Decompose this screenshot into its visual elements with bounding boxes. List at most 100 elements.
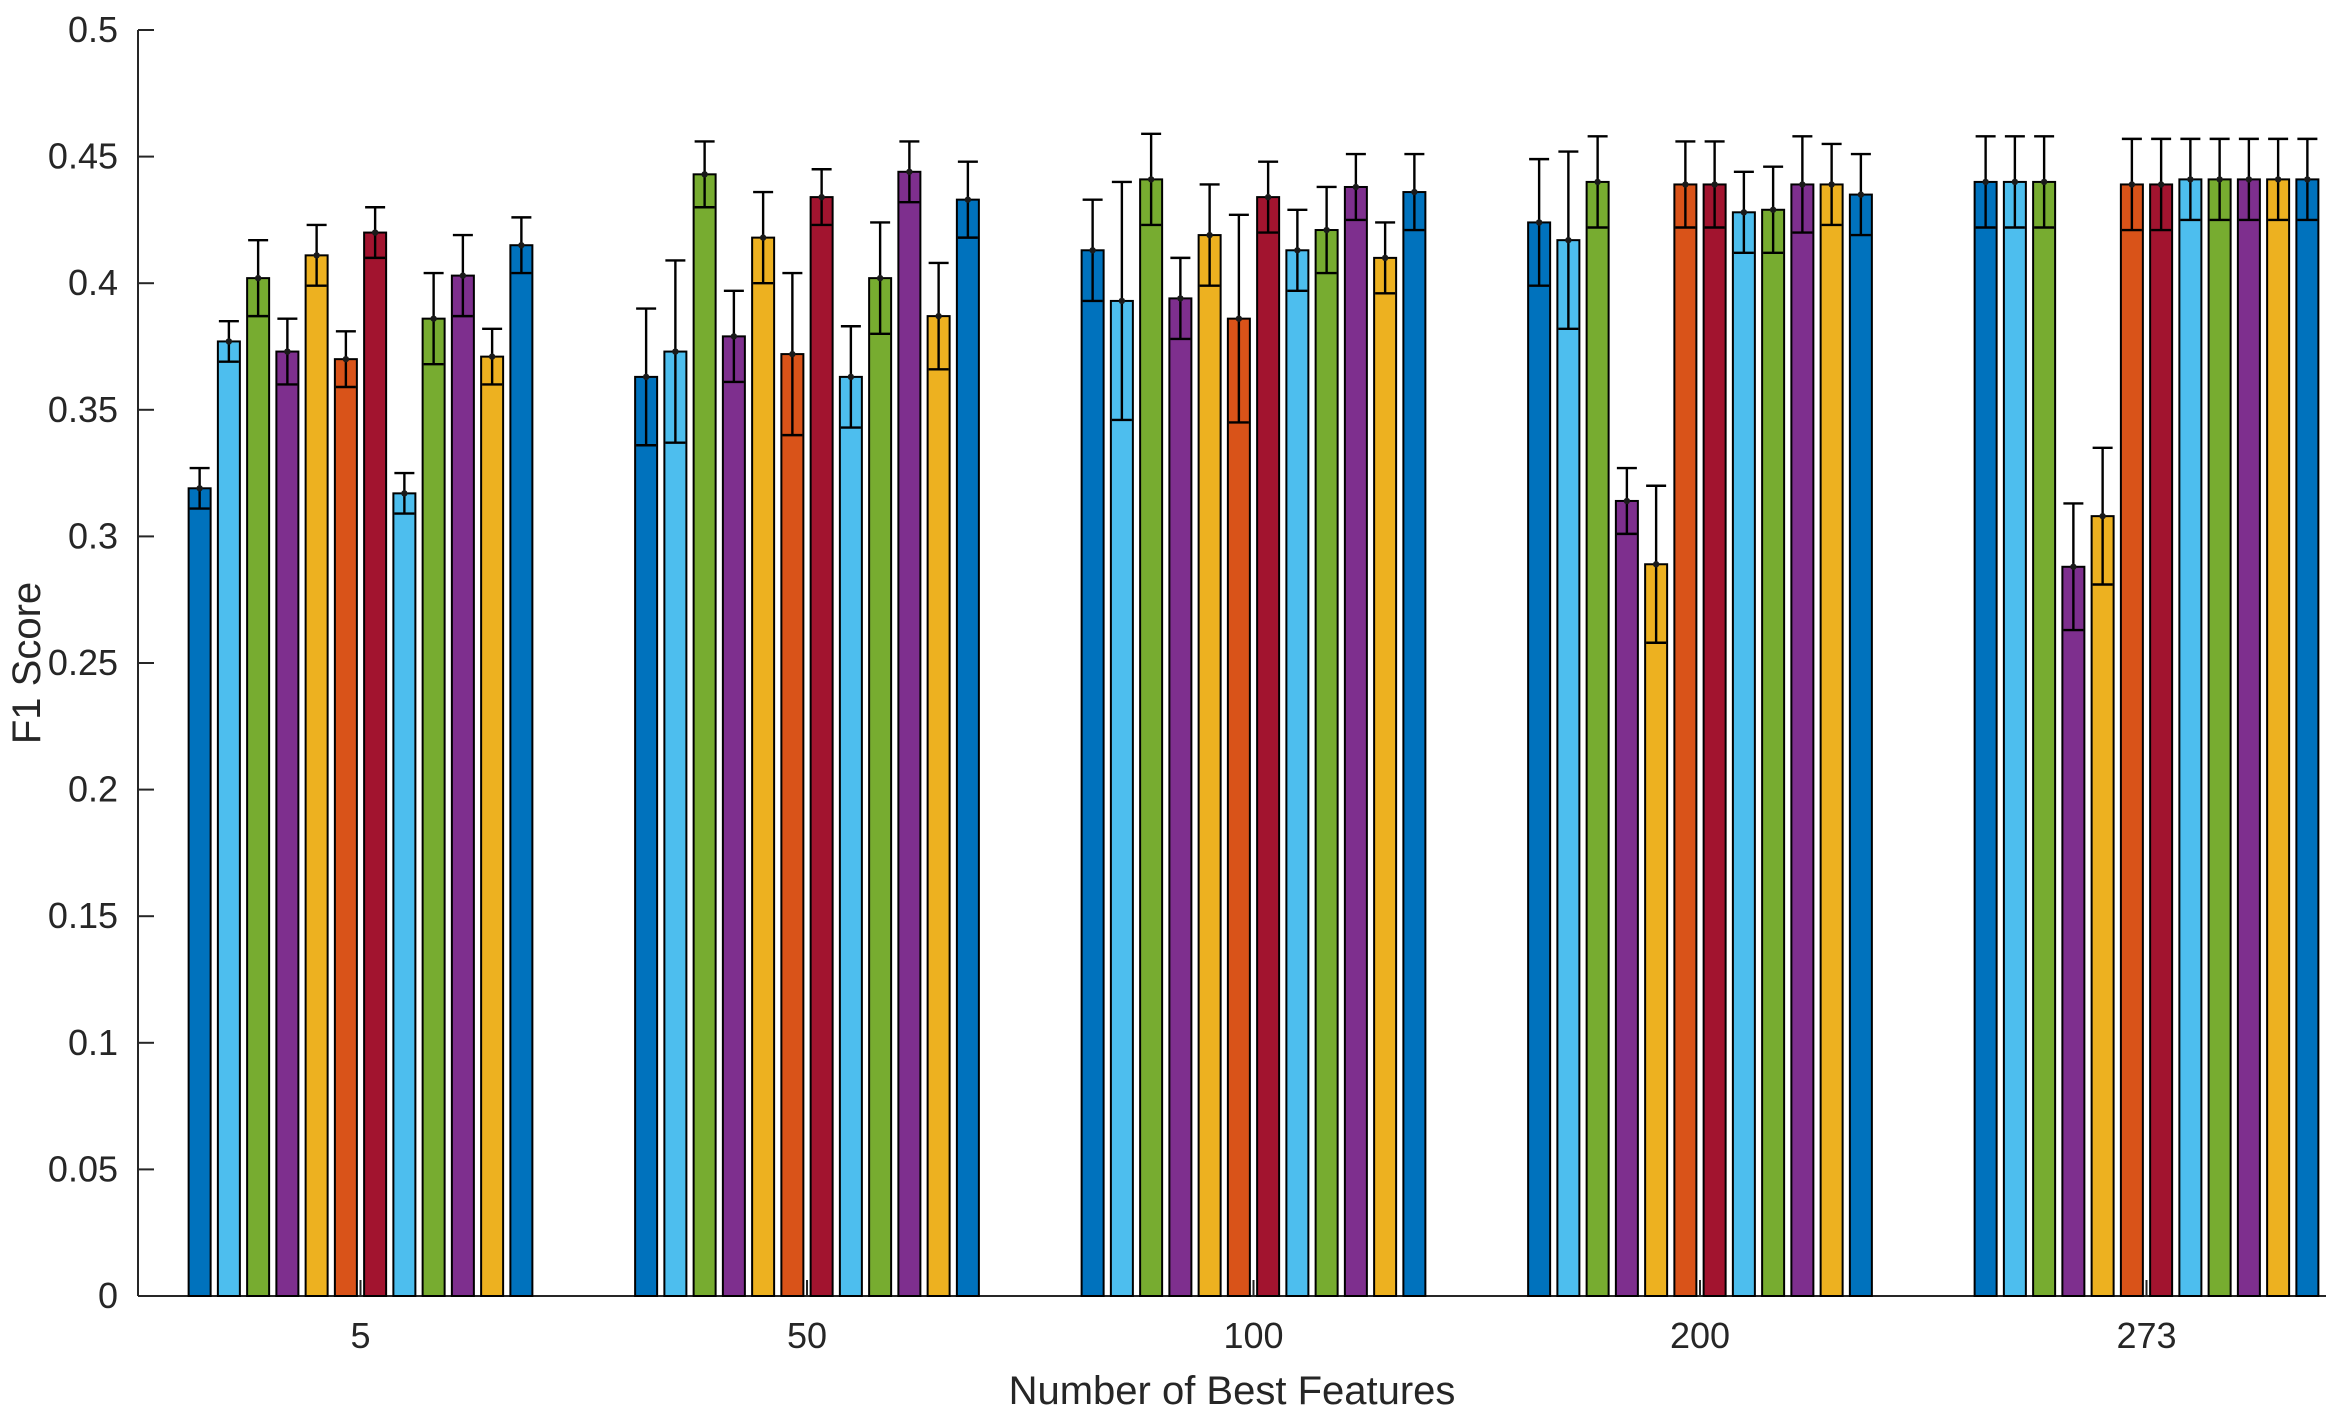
mean-marker [1711,181,1718,188]
bar [838,375,863,1298]
mean-marker [225,338,233,345]
bar [1256,196,1281,1297]
mean-marker [2128,181,2136,188]
error-bar [1675,140,1696,229]
bar [897,170,922,1298]
bar [216,340,241,1298]
error-bar [2092,446,2113,586]
bar [421,317,446,1297]
mean-marker [1565,236,1572,244]
error-bar [957,160,978,239]
bar-groups [187,132,2320,1298]
error-bar [2268,137,2289,222]
mean-marker [906,168,913,175]
mean-marker [1594,178,1601,186]
bar-group [187,206,534,1298]
bar [2119,183,2144,1297]
mean-marker [1323,226,1330,234]
bar [2295,178,2320,1298]
mean-marker [342,355,350,363]
bar [1168,297,1193,1297]
error-bar [753,190,774,285]
bar [1556,239,1581,1297]
bar [721,335,746,1297]
mean-marker [1982,178,1989,186]
bar [1614,499,1639,1297]
mean-marker [1147,176,1155,183]
mean-marker [2216,176,2223,183]
bar [275,350,300,1297]
error-bar [1733,170,1754,255]
bar [2266,178,2291,1298]
mean-marker [2245,176,2253,183]
mean-marker [759,234,767,241]
error-bar [723,289,744,384]
error-bar [2151,137,2172,232]
bar [480,355,505,1297]
bar [1527,221,1552,1297]
error-bar [189,466,210,510]
mean-marker [313,252,320,259]
mean-marker [964,196,972,203]
bar [1761,208,1786,1298]
mean-marker [1535,219,1543,226]
y-tick-label: 0.2 [68,769,118,810]
x-tick-label: 50 [787,1315,827,1356]
y-tick-label: 0 [98,1275,118,1316]
error-bar [1587,135,1608,229]
x-axis-ticks: 5 50 100 200 273 [350,1280,2177,1356]
bar [2207,178,2232,1298]
error-bar [928,261,949,371]
bar [1285,249,1310,1297]
mean-marker [371,229,379,236]
mean-marker [488,353,496,360]
bar [1373,256,1398,1297]
bar [187,487,212,1297]
bar [1343,185,1368,1297]
bar [1226,317,1251,1297]
mean-marker [642,373,650,381]
mean-marker [1177,295,1184,302]
error-bar [2180,137,2201,222]
bar [1673,183,1698,1297]
bar [1109,299,1134,1297]
bar [450,274,475,1297]
bar-group [634,140,980,1298]
x-tick-label: 200 [1670,1315,1730,1356]
mean-marker [1235,315,1243,322]
error-bar [306,223,327,287]
error-bar [1821,142,1842,227]
bar-group [1973,135,2320,1298]
error-bar [811,168,832,227]
bar [780,353,805,1297]
error-bar [2034,135,2055,229]
error-bar [1792,135,1813,234]
bar [304,254,329,1297]
error-bar [365,206,386,260]
mean-marker [284,348,291,355]
mean-marker [876,274,884,282]
error-bar [511,216,532,275]
bar [926,315,951,1297]
x-tick-label: 5 [350,1315,370,1356]
mean-marker [2011,178,2019,186]
error-bar [1141,132,1162,227]
mean-marker [1799,181,1806,188]
mean-marker [1294,247,1301,254]
error-bar [1375,221,1396,295]
y-tick-label: 0.25 [48,642,118,683]
error-bar [2063,502,2084,632]
mean-marker [1118,297,1126,305]
bar [1197,234,1222,1297]
mean-marker [1623,497,1631,505]
mean-marker [818,193,825,201]
bar [1080,249,1105,1297]
mean-marker [1682,181,1689,188]
mean-marker [254,274,262,282]
error-bar [1529,157,1550,287]
error-bar [1763,165,1784,255]
error-bar [1287,208,1308,292]
error-bar [335,330,356,389]
mean-marker [935,312,942,320]
